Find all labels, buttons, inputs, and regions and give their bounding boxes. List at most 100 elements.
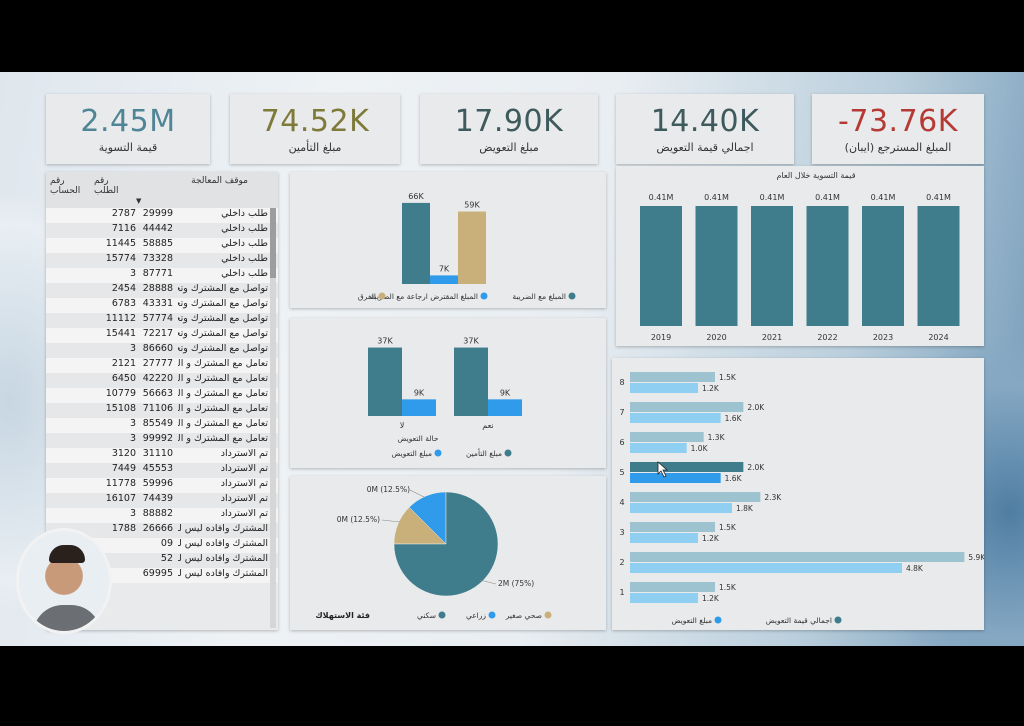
kpi-label: اجمالي قيمة التعويض <box>656 141 754 154</box>
table-row[interactable]: 11112 57774 تواصل مع المشترك وتحت الاجراء <box>46 313 278 328</box>
cell-request: 27777 <box>142 358 173 369</box>
table-row[interactable]: 3120 31110 تم الاسترداد <box>46 448 278 463</box>
dashboard-frame: 2.45M قيمة التسوية 74.52K مبلغ التأمين 1… <box>0 72 1024 646</box>
table-scrollbar[interactable] <box>270 208 276 628</box>
data-label: 4.8K <box>906 564 924 573</box>
table-row[interactable]: 3 88882 تم الاسترداد <box>46 508 278 523</box>
kpi-label: المبلغ المسترجع (ايبان) <box>844 141 952 154</box>
table-row[interactable]: 11445 58885 طلب داخلي <box>46 238 278 253</box>
legend-dot <box>544 611 552 619</box>
year-bar <box>751 206 793 326</box>
legend-label: سكني <box>417 611 436 620</box>
cell-status: تم الاسترداد <box>220 508 268 519</box>
table-row[interactable]: 1788 26666 المشترك وافاده ليس له طلب نقل ع… <box>46 523 278 538</box>
legend-dot <box>568 292 576 300</box>
table-row[interactable]: 7449 45553 تم الاسترداد <box>46 463 278 478</box>
cell-status: طلب داخلي <box>221 223 268 234</box>
data-label: 7K <box>439 264 450 273</box>
processing-table[interactable]: رقم الحساب رقم الطلب موقف المعالجة ▼ 278… <box>46 172 278 630</box>
data-label: 1.2K <box>702 384 720 393</box>
table-row[interactable]: 15108 71106 تعامل مع المشترك و المشترك لاي… <box>46 403 278 418</box>
category-label: 2022 <box>817 333 837 342</box>
table-row[interactable]: 2454 28888 تواصل مع المشترك وتحت الاجراء <box>46 283 278 298</box>
header-request[interactable]: رقم الطلب <box>94 176 119 196</box>
cell-status: تم الاسترداد <box>220 448 268 459</box>
chart-title: قيمة التسوية خلال العام <box>776 171 855 180</box>
legend-label: اجمالي قيمة التعويض <box>766 616 832 625</box>
table-row[interactable]: 15441 72217 تواصل مع المشترك وتحت الاجراء <box>46 328 278 343</box>
data-label: 2.0K <box>747 403 765 412</box>
cell-request: 71106 <box>142 403 173 414</box>
cell-request: 57774 <box>142 313 173 324</box>
cell-request: 88882 <box>142 508 173 519</box>
legend-dot <box>378 292 386 300</box>
scrollbar-thumb[interactable] <box>270 208 276 278</box>
data-label: 2.0K <box>747 463 765 472</box>
x-axis-title: حالة التعويض <box>397 434 438 443</box>
legend-label: الفرق <box>358 292 376 301</box>
data-label: 1.5K <box>719 373 737 382</box>
kpi-label: مبلغ التعويض <box>479 141 539 154</box>
data-label: 0.41M <box>871 193 896 202</box>
yearly-chart-card: قيمة التسوية خلال العام 0.41M 2019 0.41M 202… <box>616 166 984 346</box>
cell-status: تواصل مع المشترك وتحت الاجراء <box>178 343 268 354</box>
data-label: 59K <box>464 201 480 210</box>
hbar <box>630 473 721 483</box>
tax-bar <box>458 211 486 284</box>
category-label: نعم <box>482 421 493 430</box>
table-row[interactable]: 3 87771 طلب داخلي <box>46 268 278 283</box>
table-row[interactable]: 16107 74439 تم الاسترداد <box>46 493 278 508</box>
table-row[interactable]: 7116 44442 طلب داخلي <box>46 223 278 238</box>
cell-account: 16107 <box>105 493 136 504</box>
table-row[interactable]: 3 86660 تواصل مع المشترك وتحت الاجراء <box>46 343 278 358</box>
cell-request: 72217 <box>142 328 173 339</box>
cell-account: 6450 <box>111 373 136 384</box>
header-status[interactable]: موقف المعالجة <box>191 176 248 186</box>
slice-label: 0M (12.5%) <box>337 515 380 524</box>
cell-status: تعامل مع المشترك و المشترك لايرد <box>178 433 268 444</box>
cell-account: 3120 <box>111 448 136 459</box>
cell-status: المشترك وافاده ليس له طلب نقل عدادات <box>178 568 268 579</box>
data-label: 0.41M <box>815 193 840 202</box>
legend-title: فئة الاستهلاك <box>315 611 370 620</box>
table-row[interactable]: 09 المشترك وافاده ليس له طلب نقل عدادات <box>46 538 278 553</box>
hbar <box>630 522 715 532</box>
kpi-settlement: 2.45M قيمة التسوية <box>46 94 210 164</box>
table-row[interactable]: 3 99992 تعامل مع المشترك و المشترك لايرد <box>46 433 278 448</box>
cell-account: 7449 <box>111 463 136 474</box>
category-label: 2019 <box>651 333 671 342</box>
cell-status: تعامل مع المشترك و المشترك لايرد <box>178 388 268 399</box>
kpi-value: -73.76K <box>838 104 958 139</box>
cell-status: تواصل مع المشترك وتحت الاجراء <box>178 328 268 339</box>
data-label: 37K <box>377 337 393 346</box>
table-row[interactable]: 10779 56663 تعامل مع المشترك و المشترك لاي… <box>46 388 278 403</box>
table-row[interactable]: 11778 59996 تم الاسترداد <box>46 478 278 493</box>
hbar <box>630 402 744 412</box>
table-row[interactable]: 6450 42220 تعامل مع المشترك و المشترك لاير… <box>46 373 278 388</box>
cell-status: طلب داخلي <box>221 253 268 264</box>
mouse-cursor-icon <box>657 461 669 478</box>
cell-request: 29999 <box>142 208 173 219</box>
cell-request: 58885 <box>142 238 173 249</box>
cell-status: المشترك وافاده ليس له طلب نقل عدادات <box>178 538 268 549</box>
tax-chart: 66K 7K 59K المبلغ مع الضريبة المبلغ المقترض … <box>358 192 576 301</box>
table-row[interactable]: 15774 73328 طلب داخلي <box>46 253 278 268</box>
table-row[interactable]: 6783 43331 تواصل مع المشترك وتحت الاجراء <box>46 298 278 313</box>
category-label: 2021 <box>762 333 782 342</box>
table-row[interactable]: 2121 27777 تعامل مع المشترك و المشترك لاير… <box>46 358 278 373</box>
hbar <box>630 503 732 513</box>
cell-account: 11778 <box>105 478 136 489</box>
data-label: 5.9K <box>968 553 984 562</box>
table-row[interactable]: 3 85549 تعامل مع المشترك و المشترك لايرد <box>46 418 278 433</box>
cell-request: 52 <box>160 553 173 564</box>
sort-arrow-icon[interactable]: ▼ <box>136 197 142 205</box>
cell-request: 42220 <box>142 373 173 384</box>
hbar <box>630 383 698 393</box>
cell-status: تواصل مع المشترك وتحت الاجراء <box>178 313 268 324</box>
table-row[interactable]: 2787 29999 طلب داخلي <box>46 208 278 223</box>
tax-bar <box>402 202 430 284</box>
data-label: 9K <box>500 388 511 397</box>
data-label: 1.2K <box>702 534 720 543</box>
header-account[interactable]: رقم الحساب <box>50 176 81 196</box>
legend-label: صحي صغير <box>505 611 542 620</box>
